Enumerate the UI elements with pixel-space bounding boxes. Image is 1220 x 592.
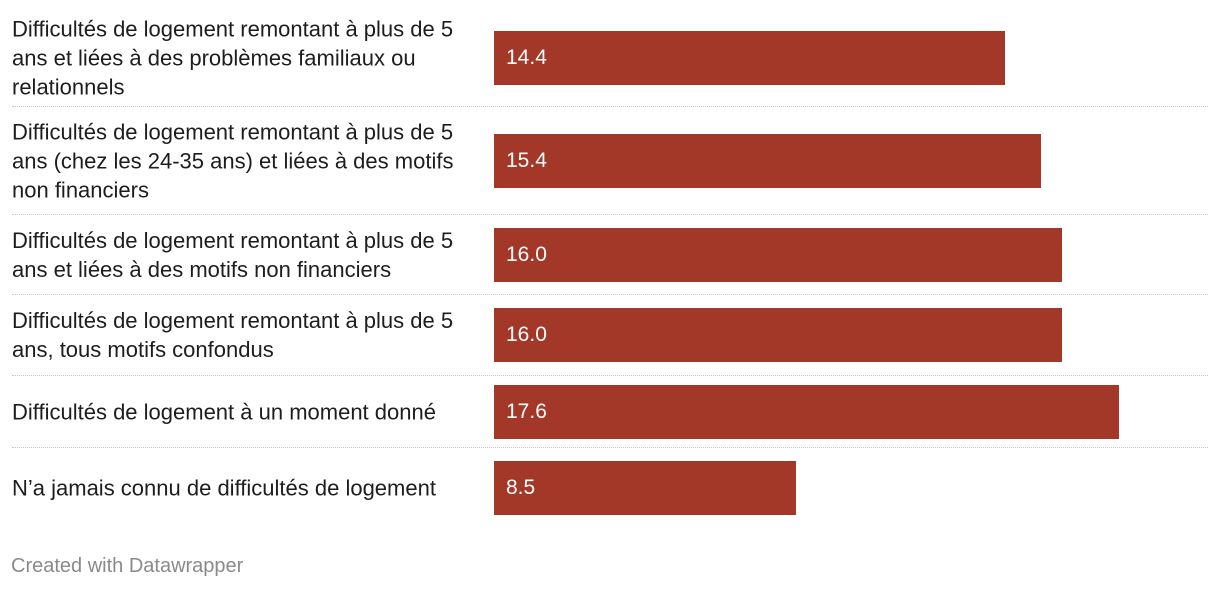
chart-row: N’a jamais connu de difficultés de logem…: [12, 448, 1208, 528]
bar-value-label: 8.5: [506, 476, 536, 499]
bar: 16.0: [494, 308, 1062, 362]
chart-row: Difficultés de logement remontant à plus…: [12, 295, 1208, 376]
bar: 17.6: [494, 384, 1119, 439]
chart-row: Difficultés de logement à un moment donn…: [12, 376, 1208, 448]
category-label: Difficultés de logement remontant à plus…: [12, 308, 454, 362]
credit-text[interactable]: Created with Datawrapper: [11, 555, 244, 577]
chart-row: Difficultés de logement remontant à plus…: [12, 215, 1208, 295]
bar: 16.0: [494, 227, 1062, 282]
bar: 14.4: [494, 31, 1006, 85]
category-label: Difficultés de logement remontant à plus…: [12, 227, 454, 282]
category-label: Difficultés de logement remontant à plus…: [12, 16, 454, 100]
bar: 15.4: [494, 133, 1041, 188]
chart-row: Difficultés de logement remontant à plus…: [12, 107, 1208, 215]
category-label: Difficultés de logement à un moment donn…: [12, 399, 436, 424]
bar-value-label: 15.4: [506, 148, 547, 172]
bar-value-label: 17.6: [506, 399, 547, 423]
chart-row: Difficultés de logement remontant à plus…: [12, 10, 1208, 107]
bar-value-label: 16.0: [506, 242, 547, 266]
category-label: Difficultés de logement remontant à plus…: [12, 119, 454, 202]
bar-value-label: 16.0: [506, 323, 547, 346]
bar-value-label: 14.4: [506, 46, 547, 69]
category-label: N’a jamais connu de difficultés de logem…: [12, 475, 436, 501]
bar: 8.5: [494, 461, 796, 515]
